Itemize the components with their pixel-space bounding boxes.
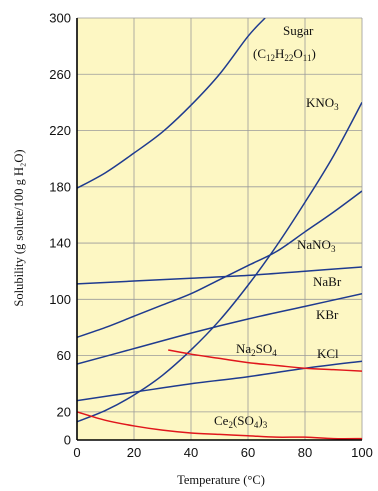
tick-labels: 0 20 40 60 80 100 0 20 60 100 140 180 220 260 300 bbox=[49, 11, 373, 461]
x-tick-label: 100 bbox=[351, 445, 373, 460]
x-axis-label: Temperature (°C) bbox=[177, 473, 265, 487]
x-tick-label: 60 bbox=[241, 445, 255, 460]
series-line-na2so4 bbox=[168, 349, 362, 372]
series-line-kno3 bbox=[77, 102, 362, 423]
y-tick-label: 300 bbox=[49, 11, 71, 26]
y-tick-label: 100 bbox=[49, 292, 71, 307]
series-line-nano3 bbox=[77, 190, 362, 339]
y-axis-label: Solubility (g solute/100 g H₂O) bbox=[12, 149, 26, 306]
x-tick-label: 80 bbox=[298, 445, 312, 460]
series-label-nano3: NaNO3​ bbox=[297, 237, 336, 254]
y-tick-label: 20 bbox=[57, 404, 71, 419]
series-curves bbox=[77, 18, 362, 440]
y-tick-label: 180 bbox=[49, 179, 71, 194]
series-label-ce2-so4-3: Ce2​(SO4​)3​ bbox=[214, 413, 268, 430]
series-labels: Sugar (C12​H22​O11​) KNO3​ NaNO3​ NaBr KBr KCl… bbox=[214, 23, 342, 430]
axes bbox=[76, 18, 362, 441]
series-label-kno3: KNO3​ bbox=[306, 95, 339, 112]
series-label-kcl: KCl bbox=[317, 346, 339, 361]
series-line-ce2-so4-3 bbox=[77, 411, 362, 440]
y-tick-label: 220 bbox=[49, 123, 71, 138]
series-line-sugar-c12h22o11 bbox=[77, 18, 266, 189]
y-tick-label: 260 bbox=[49, 67, 71, 82]
y-tick-label: 0 bbox=[64, 433, 71, 448]
series-label-sugar-c12h22o11-line2: (C12​H22​O11​) bbox=[253, 46, 316, 63]
y-tick-label: 140 bbox=[49, 236, 71, 251]
x-tick-label: 40 bbox=[184, 445, 198, 460]
series-line-nabr bbox=[77, 266, 362, 285]
series-label-nabr: NaBr bbox=[313, 274, 342, 289]
y-tick-label: 60 bbox=[57, 348, 71, 363]
x-tick-label: 0 bbox=[73, 445, 80, 460]
series-line-kbr bbox=[77, 292, 362, 365]
x-tick-label: 20 bbox=[127, 445, 141, 460]
series-label-kbr: KBr bbox=[316, 307, 339, 322]
series-label-sugar-c12h22o11: Sugar bbox=[283, 23, 314, 38]
series-line-kcl bbox=[77, 360, 362, 402]
series-label-na2so4: Na2​SO4​ bbox=[236, 341, 277, 358]
plot-background bbox=[77, 18, 362, 440]
